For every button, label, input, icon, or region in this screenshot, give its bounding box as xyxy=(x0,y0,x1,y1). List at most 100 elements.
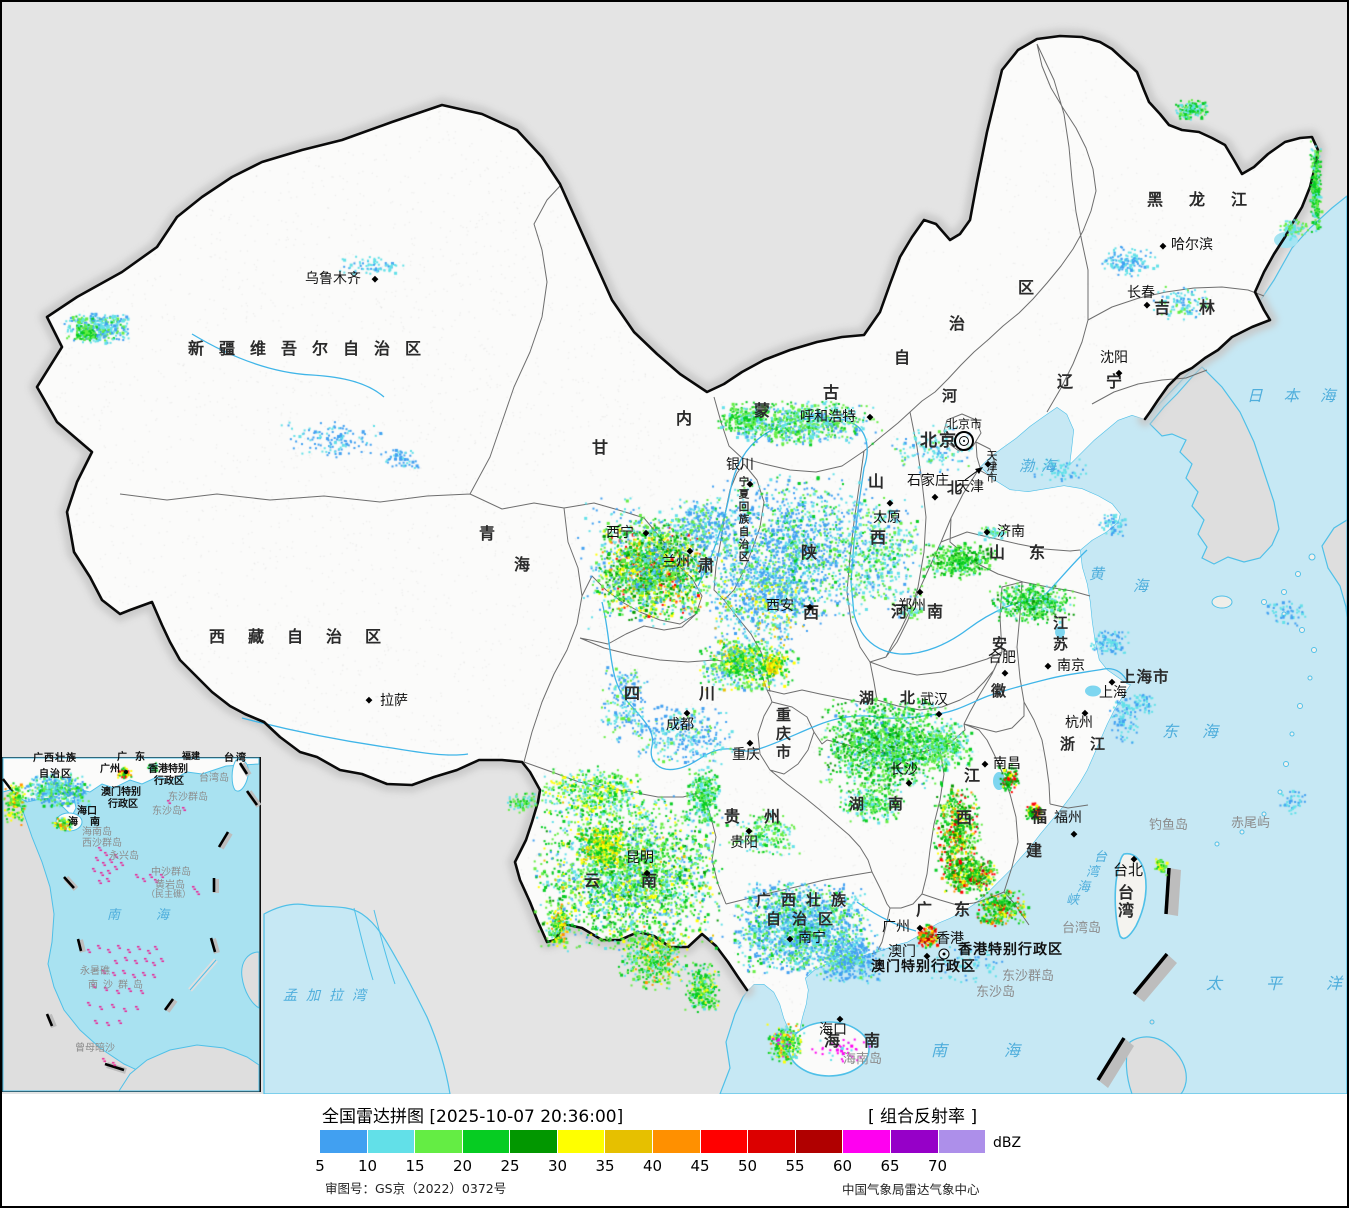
inset-label-taiwan: 台湾 xyxy=(224,753,248,764)
province-label-hubei: 湖北 xyxy=(859,689,942,707)
dbz-swatch-40 xyxy=(653,1130,700,1153)
city-label-taiyuan: 太原 xyxy=(873,510,901,526)
inset-label-zhongshaqundao: 中沙群岛 xyxy=(151,867,191,878)
marker-shenyang: ◆ xyxy=(1115,368,1123,379)
marker-wulumuqi: ◆ xyxy=(371,274,379,285)
dbz-tick-45: 45 xyxy=(690,1157,710,1175)
dbz-swatch-5 xyxy=(320,1130,367,1153)
province-label-qinghai-2: 海 xyxy=(514,555,531,574)
province-label-gansu-1: 甘 xyxy=(592,438,609,457)
province-label-jiangxi-2: 西 xyxy=(956,808,973,827)
province-label-hebei-2: 北 xyxy=(947,479,963,497)
province-label-neimenggu-5: 治 xyxy=(949,314,966,333)
marker-fuzhou: ◆ xyxy=(1070,829,1078,840)
radar-echo-layer xyxy=(2,2,1347,1094)
sea-label-taiwanhaixia-1: 台 xyxy=(1094,850,1108,865)
city-label-zhengzhou: 郑州 xyxy=(898,598,926,614)
province-label-jiangsu: 江苏 xyxy=(1051,615,1069,657)
province-label-henan: 河南 xyxy=(891,602,964,621)
sea-label-taiwanhaixia-3: 海 xyxy=(1077,880,1091,895)
province-label-hebei-1: 河 xyxy=(942,387,958,405)
province-label-neimenggu-1: 内 xyxy=(676,409,693,428)
city-label-lasa: 拉萨 xyxy=(380,693,408,709)
label-xianggang-sar: 香港特别行政区 xyxy=(958,942,1063,958)
dbz-tick-25: 25 xyxy=(500,1157,520,1175)
sea-label-ribenhai: 日本海 xyxy=(1247,387,1347,405)
province-label-shaanxi-1: 陕 xyxy=(801,543,818,562)
credit-label: 中国气象局雷达气象中心 xyxy=(842,1182,980,1197)
city-label-guangzhou: 广州 xyxy=(882,919,910,935)
island-label-dongshadao: 东沙岛 xyxy=(976,985,1016,1000)
inset-label-yongxingdao: 永兴岛 xyxy=(109,851,139,862)
city-label-hangzhou: 杭州 xyxy=(1065,715,1093,731)
sea-label-taiwanhaixia-2: 湾 xyxy=(1086,865,1100,880)
marker-jinan: ◆ xyxy=(983,527,991,538)
city-label-haerbin: 哈尔滨 xyxy=(1171,237,1213,253)
inset-label-aomen-2: 行政区 xyxy=(108,799,138,810)
province-label-jilin: 吉林 xyxy=(1154,298,1245,317)
dbz-tick-40: 40 xyxy=(642,1157,663,1175)
dbz-tick-60: 60 xyxy=(832,1157,853,1175)
province-label-guangxi-1: 广西壮族 xyxy=(756,891,857,909)
map-title: 全国雷达拼图 [2025-10-07 20:36:00] xyxy=(322,1107,624,1127)
city-label-beijingshi: 北京市 xyxy=(946,417,983,431)
inset-label-hainandao: 海南岛 xyxy=(82,827,112,838)
approval-number: 审图号：GS京（2022）0372号 xyxy=(325,1181,507,1196)
city-label-chongqing: 重庆 xyxy=(732,747,760,763)
marker-haerbin: ◆ xyxy=(1159,241,1167,252)
province-label-anhui-2: 徽 xyxy=(991,682,1007,700)
province-label-guangdong: 广东 xyxy=(916,900,993,919)
province-label-liaoning: 辽宁 xyxy=(1057,372,1156,391)
marker-inset-guangzhou xyxy=(124,770,128,774)
province-label-yunnan: 云南 xyxy=(584,871,699,890)
sea-label-huanghai-1: 黄 xyxy=(1089,565,1105,583)
province-label-guizhou: 贵州 xyxy=(724,807,805,826)
legend-panel: 全国雷达拼图 [2025-10-07 20:36:00] [ 组合反射率 ] d… xyxy=(2,1094,1347,1206)
city-label-huhehaote: 呼和浩特 xyxy=(800,409,856,425)
inset-label-guangxi-2: 自治区 xyxy=(39,769,72,780)
province-label-ningxia: 宁夏回族自治区 xyxy=(737,476,750,564)
marker-lanzhou: ◆ xyxy=(686,546,694,557)
product-name: [ 组合反射率 ] xyxy=(868,1107,978,1127)
marker-shijiazhuang: ◆ xyxy=(931,492,939,503)
label-aomen-sar: 澳门特别行政区 xyxy=(871,959,976,975)
marker-chengdu: ◆ xyxy=(683,708,691,719)
unit-label: dBZ xyxy=(993,1135,1022,1151)
city-label-taibei: 台北 xyxy=(1113,861,1144,879)
marker-changchun: ◆ xyxy=(1143,300,1151,311)
dbz-tick-15: 15 xyxy=(405,1157,425,1175)
city-label-fuzhou: 福州 xyxy=(1054,810,1082,826)
dbz-tick-35: 35 xyxy=(595,1157,615,1175)
marker-nanchang: ◆ xyxy=(981,759,989,770)
city-label-nanchang: 南昌 xyxy=(993,756,1021,772)
marker-aomen: ◆ xyxy=(923,951,931,962)
city-label-shenyang: 沈阳 xyxy=(1100,350,1128,366)
dbz-ticks: 5 10 15 20 25 30 35 40 45 50 55 60 65 70 xyxy=(315,1157,1020,1175)
marker-tianjin: ◆ xyxy=(984,459,992,470)
inset-label-nanshaqundao: 南沙群岛 xyxy=(88,980,148,991)
marker-haikou: ◆ xyxy=(836,1014,844,1025)
city-label-shijiazhuang: 石家庄 xyxy=(907,473,949,489)
island-label-chiweiyu: 赤尾屿 xyxy=(1231,816,1271,831)
sea-label-taiwanhaixia-4: 峡 xyxy=(1066,893,1080,908)
dbz-swatch-50 xyxy=(748,1130,795,1153)
marker-chongqing: ◆ xyxy=(746,738,754,749)
city-label-changsha: 长沙 xyxy=(890,762,918,778)
city-label-tianjin: 天津 xyxy=(956,479,984,495)
city-label-kunming: 昆明 xyxy=(626,850,654,866)
inset-label-minzhujiao: （民主礁） xyxy=(146,890,192,900)
island-label-dongshaqundao: 东沙群岛 xyxy=(1002,969,1055,984)
province-label-gansu-2: 肃 xyxy=(698,556,715,575)
dbz-swatch-15 xyxy=(415,1130,462,1153)
island-label-diaoyudao: 钓鱼岛 xyxy=(1149,818,1189,833)
inset-label-zengmuansha: 曾母暗沙 xyxy=(75,1043,115,1054)
sea-label-huanghai-2: 海 xyxy=(1133,577,1149,595)
inset-label-hainan: 海南 xyxy=(68,817,112,828)
marker-guiyang: ◆ xyxy=(745,826,753,837)
province-label-guangxi-2: 自治区 xyxy=(766,910,845,928)
inset-label-yongshujiao: 永暑礁 xyxy=(80,966,110,977)
marker-lasa: ◆ xyxy=(365,695,373,706)
province-label-qinghai-1: 青 xyxy=(479,524,496,543)
province-label-taiwan: 台湾 xyxy=(1115,884,1134,920)
marker-kunming: ◆ xyxy=(643,868,651,879)
